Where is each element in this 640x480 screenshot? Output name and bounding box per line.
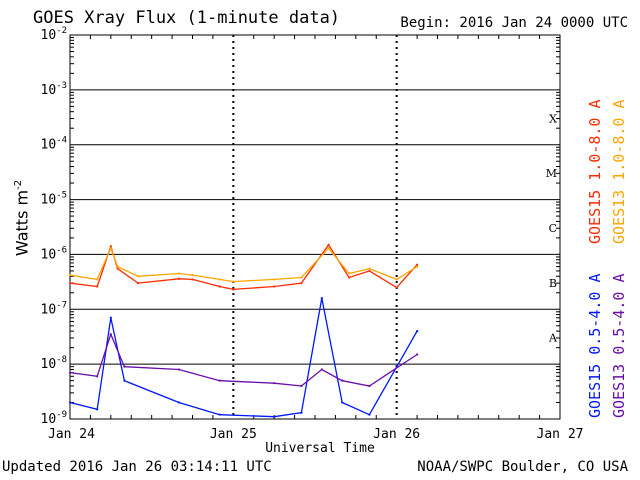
updated-timestamp: Updated 2016 Jan 26 03:14:11 UTC <box>2 459 272 475</box>
series-point <box>415 263 419 266</box>
series-point <box>109 245 112 248</box>
begin-time-label: Begin: 2016 Jan 24 0000 UTC <box>400 15 628 31</box>
legend-entry: GOES13 0.5-4.0 A <box>610 273 628 419</box>
series-point <box>273 285 276 288</box>
series-point <box>116 265 119 268</box>
series-point <box>300 276 303 279</box>
y-tick-label: 10-7 <box>41 300 68 317</box>
series-point <box>320 296 323 300</box>
x-tick-label: Jan 26 <box>373 427 420 442</box>
series-point <box>177 277 180 280</box>
series-point <box>109 316 112 319</box>
series-point <box>68 401 72 404</box>
flare-class-label: A <box>548 332 558 345</box>
x-axis-title: Universal Time <box>265 441 375 456</box>
series-point <box>177 272 180 275</box>
series-point <box>300 411 303 414</box>
series-point <box>273 278 276 281</box>
series-point <box>96 278 99 281</box>
chart-title: GOES Xray Flux (1-minute data) <box>33 8 341 28</box>
y-tick-label: 10-6 <box>41 245 68 262</box>
flare-class-label: C <box>549 222 557 235</box>
y-tick-label: 10-9 <box>41 410 68 427</box>
series-point <box>218 278 221 281</box>
series-point <box>116 267 119 270</box>
series-point <box>320 368 323 371</box>
series-point <box>136 275 140 278</box>
legend-entry: GOES13 1.0-8.0 A <box>610 99 628 245</box>
series-point <box>218 413 221 416</box>
series-point <box>68 282 72 285</box>
series-point <box>123 365 126 368</box>
x-tick-label: Jan 24 <box>48 427 95 442</box>
series-point <box>68 273 72 277</box>
series-point <box>347 272 351 275</box>
series-point <box>368 384 371 388</box>
series-point <box>177 401 180 404</box>
series-point <box>368 267 371 270</box>
series-line <box>69 332 418 387</box>
flare-class-label: M <box>546 167 557 180</box>
plot-frame <box>69 34 561 420</box>
y-tick-label: 10-8 <box>41 355 68 372</box>
series-point <box>395 286 398 289</box>
x-tick-label: Jan 25 <box>210 427 257 442</box>
series-point <box>191 278 194 281</box>
series-point <box>218 379 221 382</box>
series-point <box>273 382 276 385</box>
series-point <box>347 276 351 279</box>
series-line <box>69 246 418 283</box>
y-tick-label: 10-5 <box>41 191 68 208</box>
series-point <box>96 375 99 378</box>
series-point <box>232 280 235 283</box>
series-point <box>136 282 140 285</box>
series-line <box>69 297 418 418</box>
series-point <box>368 269 371 273</box>
series-point <box>177 368 180 371</box>
series-point <box>300 384 303 388</box>
series-point <box>191 273 194 277</box>
series-point <box>415 265 419 268</box>
flare-class-label: X <box>549 112 557 125</box>
credit-label: NOAA/SWPC Boulder, CO USA <box>417 459 628 475</box>
series-point <box>96 408 99 411</box>
series-point <box>96 285 99 288</box>
series-point <box>300 282 303 285</box>
series-point <box>218 285 221 288</box>
y-tick-label: 10-4 <box>41 136 68 153</box>
series-point <box>232 288 235 291</box>
series-point <box>341 401 344 404</box>
series-point <box>327 243 330 246</box>
y-tick-label: 10-3 <box>41 81 68 98</box>
series-point <box>123 379 126 382</box>
series-point <box>368 413 371 416</box>
series-point <box>273 415 276 418</box>
series-point <box>415 330 419 333</box>
y-tick-label: 10-2 <box>41 26 68 43</box>
series-point <box>341 379 344 382</box>
x-tick-label: Jan 27 <box>537 427 584 442</box>
legend-entry: GOES15 1.0-8.0 A <box>586 99 604 245</box>
series-point <box>109 333 112 336</box>
legend-entry: GOES15 0.5-4.0 A <box>586 273 604 419</box>
flare-class-label: B <box>549 277 557 290</box>
series-point <box>395 278 398 281</box>
series-line <box>69 243 418 291</box>
series-point <box>327 247 330 250</box>
series-point <box>109 247 112 250</box>
series-point <box>415 353 419 356</box>
series-point <box>68 371 72 374</box>
